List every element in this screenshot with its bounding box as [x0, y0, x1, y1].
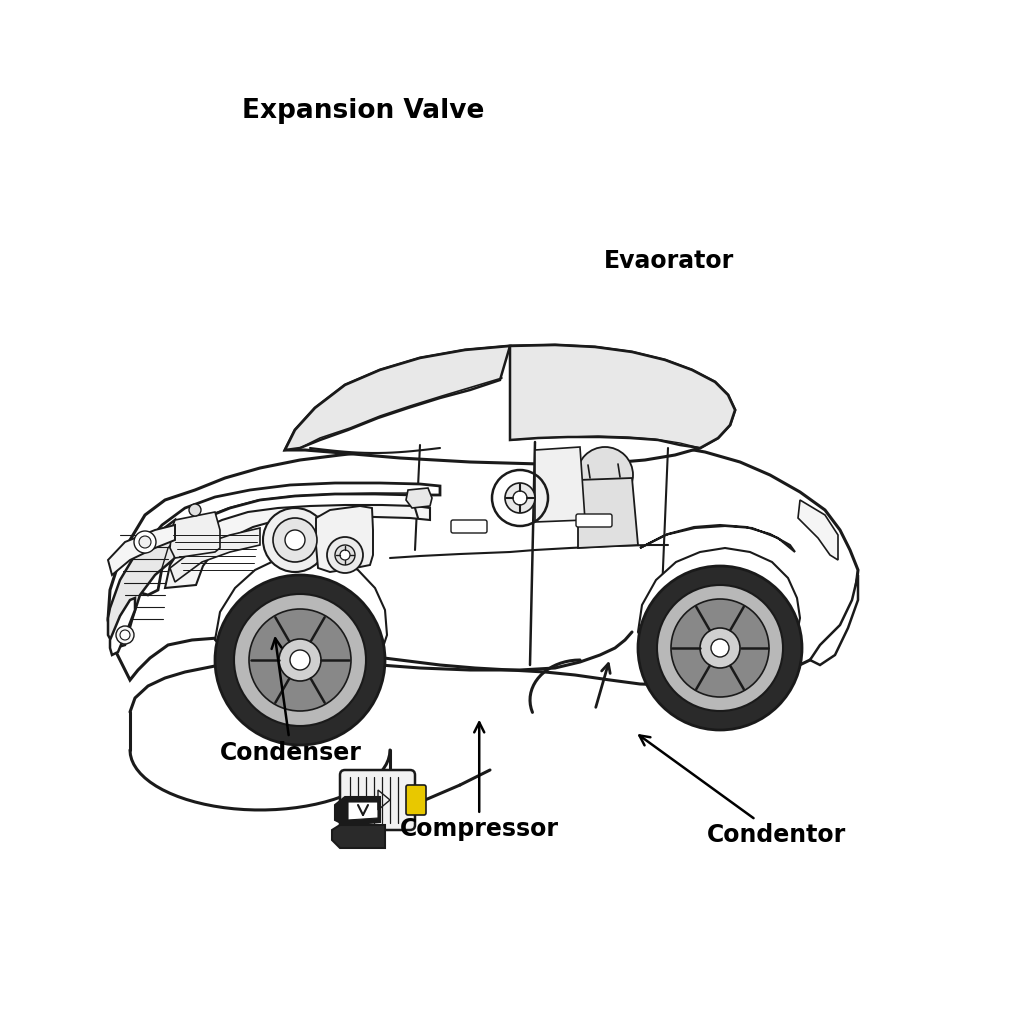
- FancyBboxPatch shape: [406, 785, 426, 815]
- Circle shape: [327, 537, 362, 573]
- Circle shape: [263, 508, 327, 572]
- Text: Condenser: Condenser: [220, 638, 362, 765]
- FancyBboxPatch shape: [340, 770, 415, 830]
- Polygon shape: [170, 528, 260, 582]
- Polygon shape: [108, 525, 175, 575]
- Circle shape: [273, 518, 317, 562]
- Text: Condentor: Condentor: [639, 735, 846, 847]
- Polygon shape: [130, 483, 440, 595]
- Circle shape: [335, 545, 355, 565]
- Circle shape: [120, 630, 130, 640]
- Polygon shape: [285, 346, 510, 450]
- Polygon shape: [316, 506, 373, 572]
- Polygon shape: [110, 598, 135, 655]
- Circle shape: [215, 575, 385, 745]
- Polygon shape: [578, 478, 638, 548]
- Polygon shape: [108, 440, 858, 685]
- Circle shape: [249, 609, 351, 711]
- Polygon shape: [406, 488, 432, 508]
- Circle shape: [638, 566, 802, 730]
- Polygon shape: [332, 825, 385, 848]
- Text: Expansion Valve: Expansion Valve: [243, 97, 484, 124]
- Circle shape: [513, 490, 527, 505]
- Polygon shape: [170, 512, 220, 558]
- Polygon shape: [215, 555, 387, 665]
- Polygon shape: [285, 345, 735, 464]
- Polygon shape: [798, 500, 838, 560]
- Text: Compressor: Compressor: [399, 722, 559, 842]
- Circle shape: [577, 447, 633, 503]
- Circle shape: [290, 650, 310, 670]
- Circle shape: [711, 639, 729, 657]
- Circle shape: [189, 504, 201, 516]
- Circle shape: [671, 599, 769, 697]
- Circle shape: [700, 628, 740, 668]
- Circle shape: [234, 594, 366, 726]
- Circle shape: [139, 536, 151, 548]
- FancyBboxPatch shape: [575, 514, 612, 527]
- Polygon shape: [348, 802, 378, 820]
- Polygon shape: [510, 345, 735, 449]
- Circle shape: [134, 531, 156, 553]
- Text: Evaorator: Evaorator: [604, 249, 734, 273]
- Polygon shape: [810, 575, 858, 665]
- Polygon shape: [335, 797, 380, 825]
- Polygon shape: [640, 525, 795, 552]
- Polygon shape: [165, 505, 430, 588]
- Circle shape: [279, 639, 321, 681]
- Polygon shape: [638, 548, 800, 662]
- Polygon shape: [108, 520, 175, 648]
- Circle shape: [285, 530, 305, 550]
- Circle shape: [505, 483, 535, 513]
- Circle shape: [116, 626, 134, 644]
- Circle shape: [340, 550, 350, 560]
- Circle shape: [657, 585, 783, 711]
- Polygon shape: [535, 447, 585, 522]
- FancyBboxPatch shape: [451, 520, 487, 534]
